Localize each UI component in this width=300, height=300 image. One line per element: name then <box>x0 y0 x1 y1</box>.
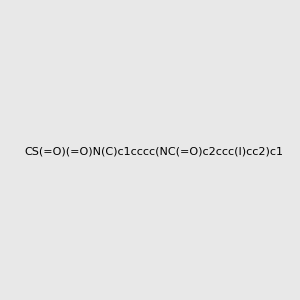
Text: CS(=O)(=O)N(C)c1cccc(NC(=O)c2ccc(I)cc2)c1: CS(=O)(=O)N(C)c1cccc(NC(=O)c2ccc(I)cc2)c… <box>24 146 283 157</box>
